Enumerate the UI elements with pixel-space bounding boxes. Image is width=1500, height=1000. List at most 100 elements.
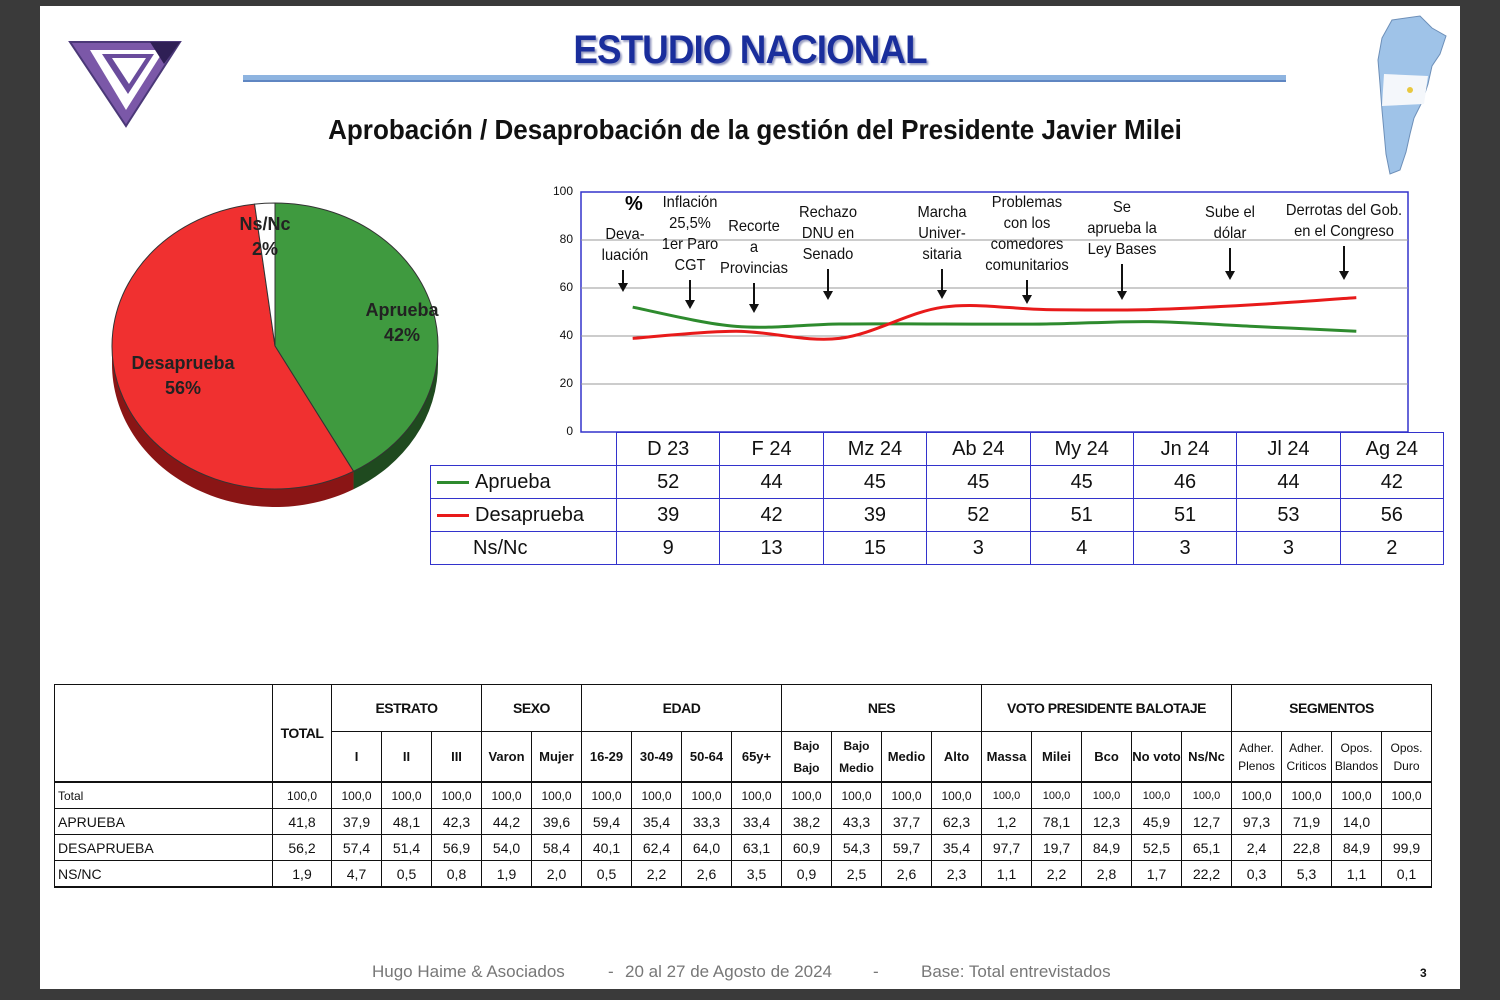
data-cell: 100,0 (1381, 781, 1432, 809)
table-row: DESAPRUEBA 56,2 57,4 51,4 56,9 54,0 58,4 40,1 62… (54, 834, 1432, 861)
event-annotation-line: Deva- (605, 226, 645, 243)
series-name: Ns/Nc (473, 536, 528, 559)
event-annotation: Problemas con los comedores comunitarios (963, 192, 1092, 276)
pie-label-desaprueba: Desaprueba 56% (131, 353, 235, 398)
table-header-row: D 23 F 24 Mz 24 Ab 24 My 24 Jn 24 Jl 24 … (430, 432, 1445, 466)
data-cell: 39 (615, 498, 721, 532)
category-label: Jl 24 (1236, 432, 1341, 466)
crosstab-corner (54, 684, 273, 783)
column-header: III (431, 731, 482, 783)
event-annotation-line: comunitarios (985, 257, 1069, 274)
event-annotation-line: Problemas (991, 194, 1063, 211)
y-tick-label: 80 (559, 232, 573, 246)
group-header: SEGMENTOS (1231, 683, 1432, 733)
data-cell: 71,9 (1281, 808, 1332, 835)
event-annotation-line: 25,5% (669, 215, 711, 232)
column-header: No voto (1131, 731, 1182, 783)
data-cell: 1,1 (1331, 860, 1382, 888)
data-cell: 100,0 (381, 781, 432, 809)
pie-label-nsnc: Ns/Nc 2% (239, 214, 291, 259)
group-header: ESTRATO (331, 683, 482, 733)
data-cell: 0,3 (1231, 860, 1282, 888)
data-cell: 99,9 (1381, 834, 1432, 861)
data-cell: 35,4 (631, 808, 682, 835)
event-annotation-line: Sube el (1205, 204, 1255, 221)
data-cell: 5,3 (1281, 860, 1332, 888)
data-cell: 2,2 (1031, 860, 1082, 888)
data-cell: 33,3 (681, 808, 732, 835)
unit-label: % (625, 193, 643, 215)
data-cell: 52 (615, 465, 721, 499)
data-cell: 46 (1132, 465, 1238, 499)
data-cell: 45 (822, 465, 928, 499)
pie-slice-desaprueba (111, 203, 355, 490)
event-annotation-line: luación (601, 247, 649, 264)
pie-label-aprueba: Aprueba 42% (365, 300, 439, 345)
data-cell: 44 (719, 465, 824, 499)
event-annotation-line: en el Congreso (1294, 223, 1394, 240)
data-cell: 62,3 (931, 808, 982, 835)
event-annotation-line: CGT (674, 257, 706, 274)
data-cell: 22,2 (1181, 860, 1232, 888)
chart-subtitle: Aprobación / Desaprobación de la gestión… (328, 114, 1182, 145)
data-cell: 38,2 (781, 808, 832, 835)
data-cell: 51,4 (381, 834, 432, 861)
data-cell: 1,2 (981, 808, 1032, 835)
event-annotation-line: a (749, 239, 759, 256)
data-cell: 22,8 (1281, 834, 1332, 861)
table-row: APRUEBA 41,8 37,9 48,1 42,3 44,2 39,6 59,4 35,4 3… (54, 808, 1432, 835)
footer-base: Base: Total entrevistados (921, 962, 1111, 981)
data-cell: 2,6 (881, 860, 932, 888)
event-annotation: Inflación 25,5% 1er Paro CGT (626, 192, 755, 276)
data-cell: 0,5 (381, 860, 432, 888)
data-cell: 51 (1029, 498, 1134, 532)
slide: ESTUDIO NACIONAL Aprobación / Desaprobac… (40, 6, 1460, 989)
series-name: Desaprueba (475, 503, 584, 526)
row-label: DESAPRUEBA (54, 834, 273, 861)
column-header: Bajo Bajo (781, 731, 832, 783)
category-label: Jn 24 (1132, 432, 1238, 466)
event-arrowhead (685, 300, 695, 309)
data-cell: 12,7 (1181, 808, 1232, 835)
data-cell: 45 (1029, 465, 1134, 499)
category-label: Ab 24 (926, 432, 1031, 466)
legend-swatch (437, 513, 469, 517)
data-cell: 45 (926, 465, 1031, 499)
category-label: F 24 (719, 432, 824, 466)
data-cell: 100,0 (581, 781, 632, 809)
row-label: APRUEBA (54, 808, 273, 835)
pie-side-aprueba (353, 346, 438, 490)
column-header: Opos. Duro (1381, 731, 1432, 783)
group-header: VOTO PRESIDENTE BALOTAJE (981, 683, 1232, 733)
group-header: NES (781, 683, 982, 733)
data-cell: 0,9 (781, 860, 832, 888)
data-cell: 100,0 (1231, 781, 1282, 809)
line-data-table: D 23 F 24 Mz 24 Ab 24 My 24 Jn 24 Jl 24 … (430, 432, 1445, 565)
category-label: D 23 (615, 432, 721, 466)
y-tick-label: 100 (552, 184, 573, 198)
data-cell: 59,4 (581, 808, 632, 835)
series-label: Aprueba (430, 465, 617, 499)
table-row: Ns/Nc 9 13 15 3 4 3 3 2 (430, 531, 1445, 565)
data-cell: 39,6 (531, 808, 582, 835)
series-label: Ns/Nc (430, 531, 617, 565)
data-cell: 100,0 (331, 781, 382, 809)
data-cell: 100,0 (931, 781, 982, 809)
data-cell: 84,9 (1081, 834, 1132, 861)
data-cell: 100,0 (1131, 781, 1182, 809)
event-annotation-line: Rechazo (798, 204, 858, 221)
data-cell: 100,0 (681, 781, 732, 809)
page-number: 3 (1420, 966, 1427, 980)
data-cell: 44 (1236, 465, 1341, 499)
data-cell: 58,4 (531, 834, 582, 861)
data-cell: 100,0 (431, 781, 482, 809)
column-header: Bco (1081, 731, 1132, 783)
data-cell: 100,0 (631, 781, 682, 809)
data-cell: 13 (719, 531, 824, 565)
data-cell: 39 (822, 498, 928, 532)
data-cell: 100,0 (531, 781, 582, 809)
data-cell: 40,1 (581, 834, 632, 861)
data-cell: 0,8 (431, 860, 482, 888)
data-cell: 1,9 (481, 860, 532, 888)
y-tick-label: 60 (559, 280, 573, 294)
